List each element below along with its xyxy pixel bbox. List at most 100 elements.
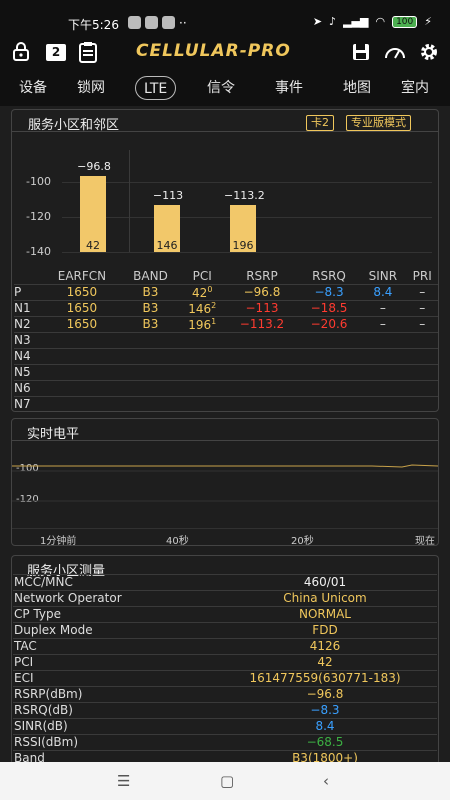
col-header: EARFCN: [57, 268, 107, 283]
pro-mode-tag[interactable]: 专业版模式: [346, 115, 411, 131]
measurement-value: FDD: [312, 623, 338, 637]
cell-value: –: [359, 315, 407, 332]
measurement-row: Duplex Mode FDD: [13, 622, 437, 638]
cell-value: −96.8: [225, 283, 299, 300]
bar-value-label: −113: [152, 188, 184, 202]
realtime-level-panel: 实时电平 -100 -120 1分钟前 40秒 20秒 现在: [11, 418, 439, 547]
tab-events[interactable]: 事件: [275, 80, 303, 96]
measurement-key: Band: [14, 751, 45, 765]
cell-row: N6: [14, 379, 438, 396]
cell-value: P: [14, 283, 42, 300]
cell-value: N1: [14, 299, 42, 316]
col-header: RSRP: [246, 268, 278, 283]
speedometer-icon[interactable]: [382, 40, 408, 64]
location-icon: ➤: [312, 15, 323, 28]
tab-map[interactable]: 地图: [343, 80, 371, 96]
sim-count-button[interactable]: 2: [45, 40, 67, 64]
cell-row: N1 1650 B3 1462 −113 −18.5– –: [14, 299, 438, 316]
cell-row-label: N5: [14, 363, 42, 380]
battery-icon: 100: [392, 15, 418, 28]
y-tick: -100: [26, 175, 51, 188]
app-notification-icon: [128, 16, 141, 29]
tab-signaling[interactable]: 信令: [207, 80, 235, 96]
measurement-value: 161477559(630771-183): [249, 671, 401, 685]
measurement-row: MCC/MNC 460/01: [13, 574, 437, 590]
more-icon: ··: [179, 16, 187, 30]
measurement-value: 8.4: [315, 719, 335, 733]
mute-icon: ♪: [329, 15, 337, 28]
cell-value: –: [406, 315, 438, 332]
sim-tag[interactable]: 卡2: [306, 115, 334, 131]
measurement-value: China Unicom: [283, 591, 367, 605]
cell-row: N4: [14, 347, 438, 364]
cell-value: 420: [179, 283, 226, 300]
cell-row-label: N4: [14, 347, 42, 364]
cell-row: N7: [14, 395, 438, 412]
y-tick: -120: [16, 494, 39, 505]
measurement-row: Network Operator China Unicom: [13, 590, 437, 606]
measurement-row: RSSI(dBm) −68.5: [13, 734, 437, 750]
charging-icon: ⚡: [424, 15, 432, 28]
menu-icon[interactable]: ☰: [117, 772, 131, 790]
col-header: PRI: [412, 268, 432, 283]
lock-icon[interactable]: [10, 40, 32, 64]
cell-row: N2 1650 B3 1961 −113.2 −20.6– –: [14, 315, 438, 332]
save-icon[interactable]: [350, 40, 372, 64]
measurement-key: TAC: [14, 639, 37, 653]
serving-cell-panel: 服务小区和邻区 卡2 专业版模式 -100 -120 -140 −96.8 42 −…: [11, 109, 439, 412]
cell-value: 1961: [179, 315, 226, 332]
cell-value: B3: [121, 283, 180, 300]
measurement-key: Network Operator: [14, 591, 122, 605]
cell-value: –: [406, 283, 438, 300]
measurement-row: CP Type NORMAL: [13, 606, 437, 622]
back-icon[interactable]: ‹: [323, 772, 329, 790]
measurement-value: −68.5: [306, 735, 344, 749]
x-tick: 1分钟前: [40, 536, 77, 547]
measurement-value: B3(1800+): [292, 751, 358, 765]
cell-value: −20.6: [298, 315, 360, 332]
cell-value: –: [406, 299, 438, 316]
measurement-key: PCI: [14, 655, 34, 669]
cell-value: 8.4: [359, 283, 407, 300]
status-bar: 下午5:26 ·· ➤ ♪ ▂▄▆ ◠ 100 ⚡: [0, 0, 450, 34]
rsrp-bar: [230, 205, 256, 252]
cell-value: −113.2: [225, 315, 299, 332]
tab-device[interactable]: 设备: [19, 80, 47, 96]
clipboard-icon[interactable]: [77, 40, 99, 64]
measurement-value: 4126: [309, 639, 341, 653]
home-icon[interactable]: ▢: [220, 772, 235, 790]
bar-pci-label: 196: [232, 239, 254, 252]
col-header: [14, 268, 42, 284]
measurement-value: NORMAL: [298, 607, 351, 621]
gear-icon[interactable]: [418, 40, 440, 64]
cell-value: 1650: [42, 315, 122, 332]
panel-title: 实时电平: [27, 427, 80, 442]
cell-value: 1462: [179, 299, 226, 316]
measurement-key: SINR(dB): [14, 719, 68, 733]
measurement-key: RSRQ(dB): [14, 703, 73, 717]
measurement-key: Duplex Mode: [14, 623, 93, 637]
cell-row: P 1650 B3 420 −96.8 −8.3 8.4–: [14, 283, 438, 300]
measurement-value: 42: [317, 655, 333, 669]
x-tick: 40秒: [166, 536, 189, 547]
measurement-list: MCC/MNC 460/01 Network Operator China Unico…: [13, 574, 437, 766]
y-tick: -120: [26, 210, 51, 223]
measurement-value: 460/01: [303, 575, 347, 589]
tab-lock[interactable]: 锁网: [77, 80, 105, 96]
cell-value: −18.5: [298, 299, 360, 316]
tab-indoor[interactable]: 室内: [401, 80, 429, 96]
rsrp-bar: [154, 204, 180, 252]
cell-value: N2: [14, 315, 42, 332]
y-tick: -140: [26, 245, 51, 258]
cell-row-label: N7: [14, 395, 42, 412]
cell-row-label: N3: [14, 331, 42, 348]
cell-value: 1650: [42, 299, 122, 316]
cell-row: N3: [14, 331, 438, 348]
measurement-row: Band B3(1800+): [13, 750, 437, 766]
tab-lte[interactable]: LTE: [135, 76, 177, 100]
app-notification-icon: [145, 16, 158, 29]
y-tick: -100: [16, 463, 39, 474]
cell-value: B3: [121, 315, 180, 332]
measurement-row: ECI 161477559(630771-183): [13, 670, 437, 686]
cell-value: –: [359, 299, 407, 316]
